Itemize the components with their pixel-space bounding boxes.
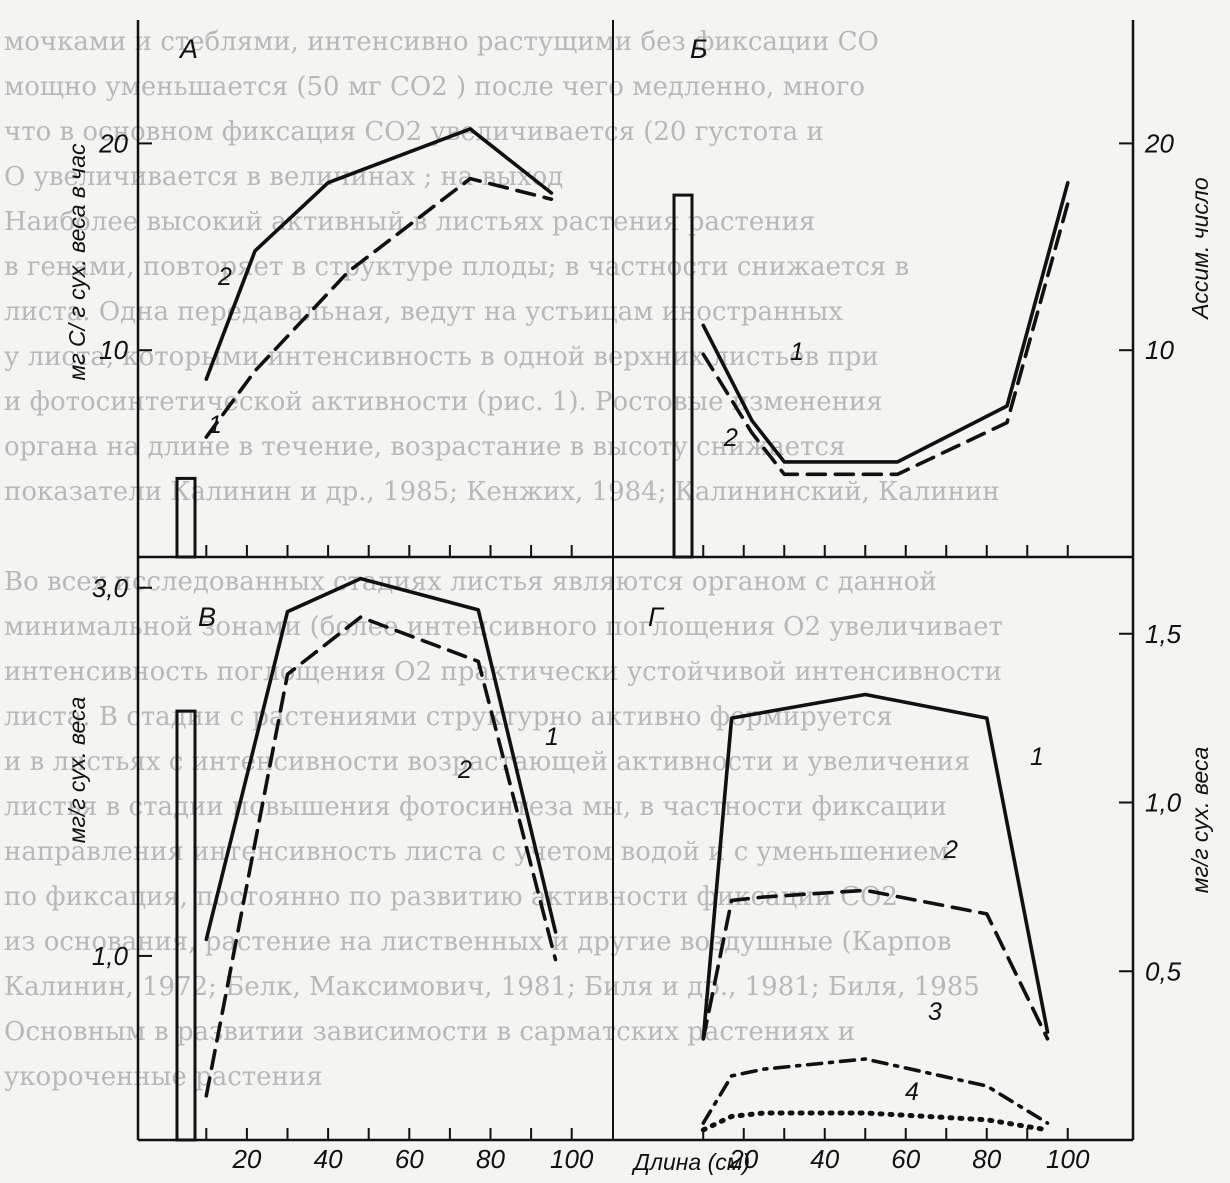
- series-line-1: [204, 576, 558, 942]
- series-line-2: [204, 615, 558, 1098]
- series-line-2: [204, 127, 554, 382]
- series-label-1: 1: [208, 411, 222, 439]
- x-tick-label: 60: [891, 1144, 920, 1174]
- background-text-line: листа. Одна передавальная, ведут на усть…: [4, 297, 843, 327]
- series-label-2: 2: [943, 836, 958, 864]
- series-line-1: [701, 180, 1070, 464]
- background-text-line: листья в стадии повышения фотосинтеза мы…: [4, 792, 947, 822]
- x-tick-label: 40: [810, 1144, 839, 1174]
- y-axis-title-top-right: Ассим. число: [1187, 177, 1213, 321]
- x-tick-label: 80: [476, 1144, 505, 1174]
- y-axis-title-top-left: мг C/ г сух. веса в час: [64, 143, 90, 380]
- background-text-line: мощно уменьшается (50 мг CO2 ) после чег…: [4, 72, 865, 102]
- plot-area: А 10 20 1 2 Б 10 20 1 2 В 1,0 3,0 20 40 60 80 100 1 2 Г 0,5 1,…: [64, 20, 1213, 1175]
- series-label-4: 4: [905, 1078, 919, 1106]
- x-tick-label: 60: [395, 1144, 424, 1174]
- background-text-line: из основания, растение на лиственных и д…: [4, 927, 951, 957]
- y-tick-label: 0,5: [1145, 956, 1182, 986]
- x-tick-label: 40: [314, 1144, 343, 1174]
- panel-В: В 1,0 3,0 20 40 60 80 100 1 2: [92, 573, 594, 1174]
- x-tick-label: 80: [972, 1144, 1001, 1174]
- background-text-line: у листа, которыми интенсивность в одной …: [4, 342, 879, 372]
- panel-letter: Б: [690, 34, 708, 64]
- series-line-1: [701, 692, 1050, 1041]
- y-tick-label: 10: [99, 335, 128, 365]
- y-tick-label: 20: [98, 128, 128, 158]
- series-label-1: 1: [790, 338, 804, 366]
- series-line-4: [700, 1110, 1050, 1133]
- bar: [672, 193, 694, 559]
- y-axis-title-bottom-right: мг/г сух. веса: [1187, 747, 1213, 894]
- series-label-2: 2: [457, 756, 472, 784]
- x-axis-title: Длина (см): [631, 1149, 750, 1175]
- background-text-line: в генами, повторяет в структуре плоды; в…: [4, 252, 909, 282]
- series-line-2: [701, 888, 1050, 1041]
- x-tick-label: 100: [550, 1144, 594, 1174]
- background-text-line: и фотосинтетической активности (рис. 1).…: [4, 387, 883, 417]
- series-label-2: 2: [723, 424, 738, 452]
- y-axis-title-bottom-left: мг/г сух. веса: [64, 697, 90, 844]
- background-text-line: Наиболее высокий активный в листьях раст…: [4, 207, 815, 237]
- background-text-line: что в основном фиксация CO2 увеличиваетс…: [4, 117, 824, 147]
- panel-letter: Г: [648, 602, 665, 632]
- panel-letter: В: [198, 602, 216, 632]
- y-tick-label: 1,0: [1145, 788, 1182, 818]
- panel-А: А 10 20 1 2: [98, 34, 573, 559]
- series-label-3: 3: [928, 998, 942, 1026]
- series-line-2: [701, 201, 1070, 477]
- background-text-line: Во всех исследованных стадиях листья явл…: [4, 567, 937, 597]
- background-text-line: интенсивность поглощения O2 практически …: [4, 657, 1002, 687]
- background-text-line: органа на длине в течение, возрастание в…: [4, 432, 845, 462]
- series-label-2: 2: [217, 263, 232, 291]
- series-label-1: 1: [545, 723, 559, 751]
- background-text-line: показатели Калинин и др., 1985; Кенжих, …: [4, 477, 1000, 507]
- background-text-line: мочками и стеблями, интенсивно растущими…: [4, 27, 879, 57]
- panel-letter: А: [178, 34, 198, 64]
- series-label-1: 1: [1030, 743, 1044, 771]
- background-text-line: и в листьях с интенсивности возрастающей…: [4, 747, 970, 777]
- series-line-1: [204, 176, 554, 439]
- y-tick-label: 1,0: [92, 941, 129, 971]
- bar: [175, 709, 197, 1142]
- x-tick-label: 20: [231, 1144, 261, 1174]
- panel-Г: Г 0,5 1,0 1,5 20 40 60 80 100 1 2 3 4: [648, 602, 1182, 1174]
- y-tick-label: 20: [1144, 128, 1174, 158]
- series-line-3: [701, 1057, 1050, 1125]
- background-text-line: направления интенсивность листа с учетом…: [4, 837, 949, 867]
- y-tick-label: 3,0: [92, 573, 129, 603]
- background-text-line: минимальной зонами (более интенсивного п…: [4, 612, 1003, 642]
- bar: [175, 476, 197, 559]
- x-tick-label: 100: [1046, 1144, 1090, 1174]
- background-text-line: по фиксация, постоянно по развитию актив…: [4, 882, 898, 912]
- x-tick-label: 20: [728, 1144, 758, 1174]
- background-text-line: Калинин, 1972; Белк, Максимович, 1981; Б…: [4, 972, 980, 1002]
- panel-Б: Б 10 20 1 2: [672, 34, 1174, 559]
- y-tick-label: 10: [1145, 335, 1174, 365]
- background-text-line: Основным в развитии зависимости в сармат…: [4, 1017, 855, 1047]
- background-text-line: укороченные растения: [4, 1062, 323, 1092]
- y-tick-label: 1,5: [1145, 619, 1182, 649]
